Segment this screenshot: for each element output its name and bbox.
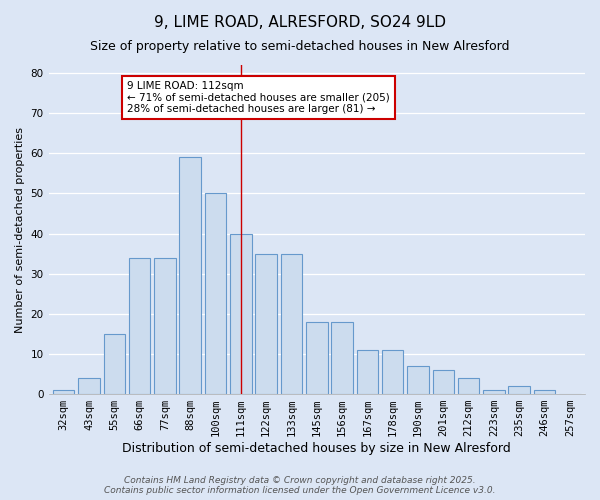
Text: Size of property relative to semi-detached houses in New Alresford: Size of property relative to semi-detach…: [90, 40, 510, 53]
Bar: [508, 386, 530, 394]
Bar: [205, 194, 226, 394]
Bar: [458, 378, 479, 394]
Bar: [129, 258, 151, 394]
Bar: [104, 334, 125, 394]
Bar: [179, 158, 201, 394]
Bar: [407, 366, 429, 394]
Text: Contains HM Land Registry data © Crown copyright and database right 2025.
Contai: Contains HM Land Registry data © Crown c…: [104, 476, 496, 495]
Bar: [78, 378, 100, 394]
Y-axis label: Number of semi-detached properties: Number of semi-detached properties: [15, 126, 25, 332]
Bar: [230, 234, 251, 394]
X-axis label: Distribution of semi-detached houses by size in New Alresford: Distribution of semi-detached houses by …: [122, 442, 511, 455]
Bar: [356, 350, 378, 394]
Text: 9 LIME ROAD: 112sqm
← 71% of semi-detached houses are smaller (205)
28% of semi-: 9 LIME ROAD: 112sqm ← 71% of semi-detach…: [127, 81, 390, 114]
Bar: [154, 258, 176, 394]
Bar: [433, 370, 454, 394]
Bar: [53, 390, 74, 394]
Bar: [483, 390, 505, 394]
Bar: [256, 254, 277, 394]
Bar: [534, 390, 555, 394]
Bar: [382, 350, 403, 394]
Text: 9, LIME ROAD, ALRESFORD, SO24 9LD: 9, LIME ROAD, ALRESFORD, SO24 9LD: [154, 15, 446, 30]
Bar: [281, 254, 302, 394]
Bar: [331, 322, 353, 394]
Bar: [306, 322, 328, 394]
